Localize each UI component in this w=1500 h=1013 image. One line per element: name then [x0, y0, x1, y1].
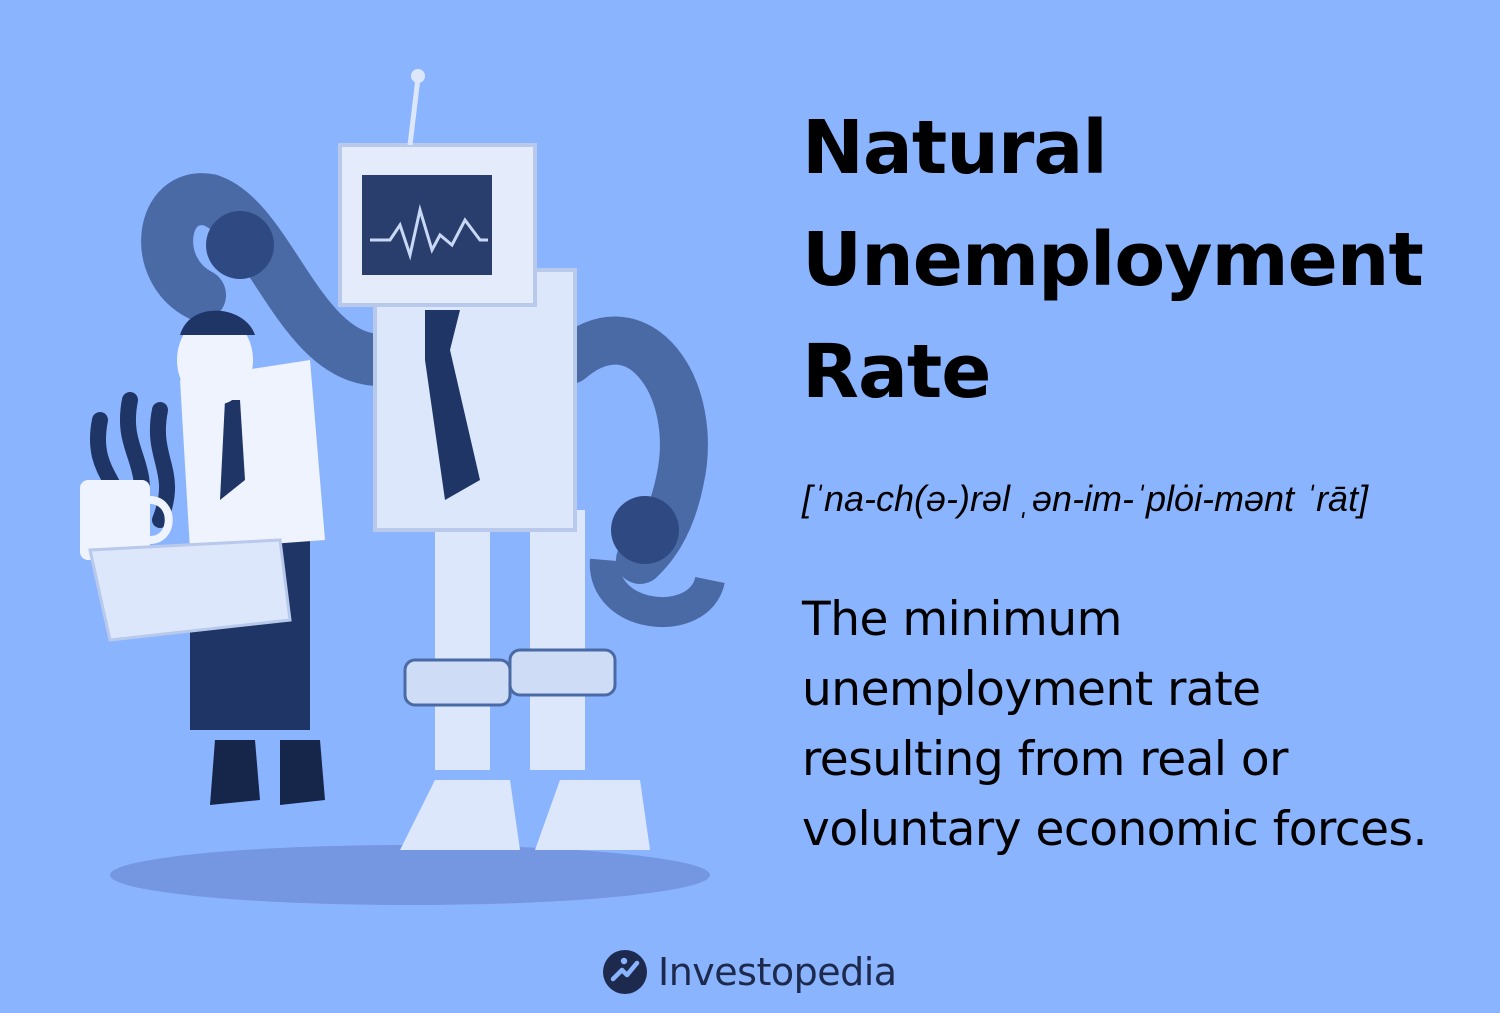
- title-line-2: Unemployment: [802, 217, 1424, 303]
- cardboard-box: [88, 538, 292, 642]
- brand-name: Investopedia: [658, 950, 897, 994]
- robot-left-hand: [206, 211, 274, 279]
- robot-right-hand: [611, 496, 679, 564]
- worker-shirt: [180, 360, 325, 550]
- robot-antenna-tip: [411, 69, 425, 83]
- robot-tie: [425, 310, 480, 500]
- definition-line-3: resulting from real or: [802, 732, 1289, 787]
- robot-right-foot: [535, 780, 650, 850]
- robot-left-foot: [400, 780, 520, 850]
- robot-body: [373, 268, 577, 532]
- worker-tie: [220, 400, 245, 500]
- robot-left-arm: [141, 173, 406, 386]
- pronunciation: [ˈna-ch(ə-)rəl ˌən-im-ˈplȯi-mənt ˈrāt]: [802, 478, 1369, 519]
- robot-screen: [362, 175, 492, 275]
- definition-line-2: unemployment rate: [802, 662, 1261, 717]
- robot-left-knee: [403, 658, 512, 707]
- worker-hair: [180, 310, 255, 335]
- worker-head: [177, 315, 253, 405]
- title-line-1: Natural: [802, 105, 1108, 191]
- coffee-mug-handle: [149, 496, 173, 544]
- page-title: Natural Unemployment Rate: [802, 92, 1482, 428]
- definition-line-1: The minimum: [802, 592, 1122, 647]
- robot-left-leg: [435, 510, 490, 770]
- definition-text: The minimum unemployment rate resulting …: [802, 585, 1492, 865]
- robot-screen-wave: [370, 204, 488, 261]
- investopedia-logo-icon: [603, 950, 647, 994]
- definition-line-4: voluntary economic forces.: [802, 802, 1427, 857]
- robot-right-knee: [508, 648, 617, 697]
- robot-right-leg: [530, 510, 585, 770]
- robot-right-claw: [589, 558, 725, 627]
- worker-left-shoe: [210, 740, 260, 805]
- coffee-mug: [80, 480, 150, 560]
- title-line-3: Rate: [802, 329, 991, 415]
- brand-logo: Investopedia: [602, 944, 897, 1000]
- ground-shadow: [110, 845, 710, 905]
- robot-antenna: [407, 77, 421, 146]
- robot-and-worker-illustration: [80, 69, 725, 905]
- worker-right-shoe: [280, 740, 325, 805]
